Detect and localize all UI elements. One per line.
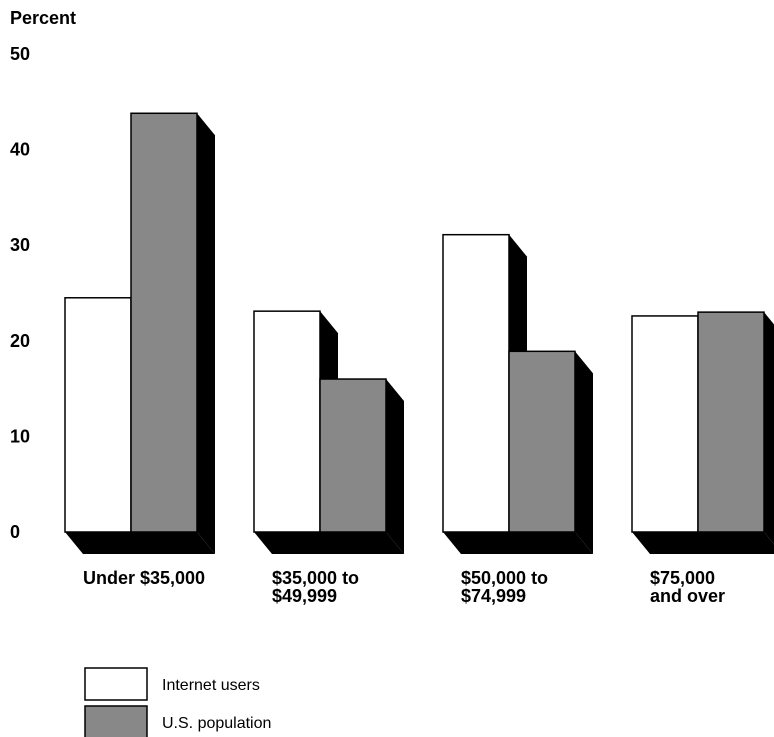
bar-group xyxy=(631,311,774,554)
y-axis-label: Percent xyxy=(10,8,76,28)
legend-label: U.S. population xyxy=(162,715,271,732)
category-label-line: $50,000 to xyxy=(461,568,548,588)
legend-label: Internet users xyxy=(162,677,260,694)
category-label-line: $75,000 xyxy=(650,568,715,588)
bar xyxy=(253,310,321,533)
category-label-line: $49,999 xyxy=(272,586,337,606)
bar-side-shadow xyxy=(764,312,774,545)
bar-base-shadow xyxy=(632,532,774,554)
bar-side-shadow xyxy=(575,351,593,554)
category-label: Under $35,000 xyxy=(83,568,205,588)
category-labels: Under $35,000 $35,000 to $49,999 $50,000 to… xyxy=(83,568,725,606)
y-tick-label: 30 xyxy=(10,235,30,255)
y-tick-label: 40 xyxy=(10,140,30,160)
bar-side-shadow xyxy=(197,113,215,554)
bar xyxy=(442,233,510,533)
bar xyxy=(508,350,576,533)
bar xyxy=(697,311,765,533)
bar-group xyxy=(442,233,593,554)
category-label-line: $35,000 to xyxy=(272,568,359,588)
bar xyxy=(130,112,198,533)
legend-swatch xyxy=(84,705,148,737)
category-label: $35,000 to $49,999 xyxy=(272,568,359,606)
category-label: $50,000 to $74,999 xyxy=(461,568,548,606)
bar-side-shadow xyxy=(386,379,404,554)
bar xyxy=(319,378,387,533)
category-label-line: $74,999 xyxy=(461,586,526,606)
y-tick-label: 0 xyxy=(10,522,20,542)
bar-marks xyxy=(64,112,774,554)
category-label-line: Under $35,000 xyxy=(83,568,205,588)
legend-swatch xyxy=(84,667,148,701)
category-label-line: and over xyxy=(650,586,725,606)
bar xyxy=(631,315,699,533)
y-axis-ticks: 0 10 20 30 40 50 xyxy=(10,44,30,542)
bar xyxy=(64,297,132,533)
y-tick-label: 10 xyxy=(10,426,30,446)
bar-group xyxy=(253,310,404,554)
bar-group xyxy=(64,112,215,554)
legend: Internet users U.S. population xyxy=(84,667,271,737)
category-label: $75,000 and over xyxy=(650,568,725,606)
y-tick-label: 50 xyxy=(10,44,30,64)
y-tick-label: 20 xyxy=(10,331,30,351)
